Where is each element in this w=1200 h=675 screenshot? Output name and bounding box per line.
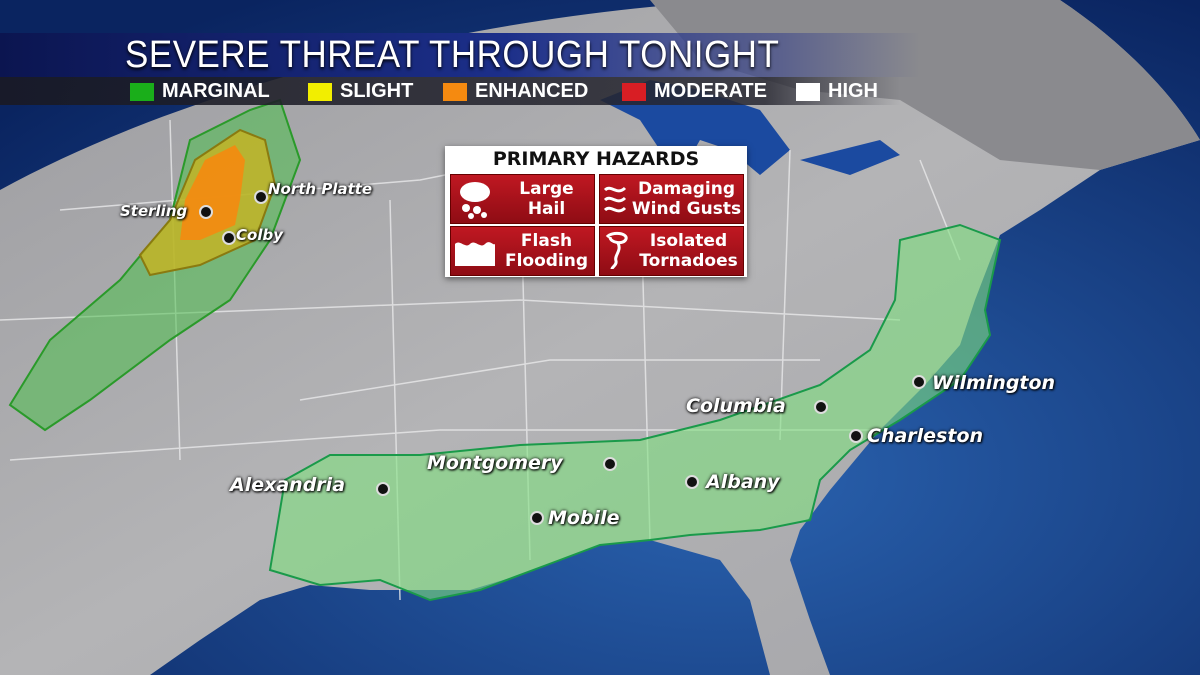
mobile-dot — [530, 511, 544, 525]
city-montgomery: Montgomery — [427, 452, 563, 474]
hazard-line2: Flooding — [504, 251, 589, 271]
hazard-large-hail: Large Hail — [450, 174, 595, 224]
marginal-swatch — [130, 82, 154, 101]
legend-high: HIGH — [796, 80, 878, 103]
hail-icon — [451, 175, 499, 223]
city-colby: Colby — [236, 226, 283, 244]
hazards-title: PRIMARY HAZARDS — [492, 148, 700, 170]
page-title: SEVERE THREAT THROUGH TONIGHT — [125, 33, 780, 76]
alexandria-dot — [376, 482, 390, 496]
hazard-flash-flooding: Flash Flooding — [450, 226, 595, 276]
columbia-dot — [814, 400, 828, 414]
city-alexandria: Alexandria — [230, 474, 346, 496]
enhanced-swatch — [443, 82, 467, 101]
hazard-line2: Tornadoes — [639, 251, 738, 271]
city-mobile: Mobile — [548, 507, 620, 529]
montgomery-dot — [603, 457, 617, 471]
colby-dot — [222, 231, 236, 245]
primary-hazards-box: PRIMARY HAZARDS Large Hail Damaging Wind G… — [445, 146, 747, 277]
city-north-platte: North Platte — [268, 180, 373, 198]
hazard-isolated-tornadoes: Isolated Tornadoes — [599, 226, 744, 276]
sterling-dot — [199, 205, 213, 219]
high-swatch — [796, 82, 820, 101]
hazard-line2: Wind Gusts — [631, 199, 742, 219]
albany-dot — [685, 475, 699, 489]
city-columbia: Columbia — [686, 395, 786, 417]
wilmington-dot — [912, 375, 926, 389]
charleston-dot — [849, 429, 863, 443]
legend-slight: SLIGHT — [308, 80, 413, 103]
marginal-risk-southeast — [268, 223, 1002, 602]
wind-icon — [600, 175, 630, 223]
risk-areas — [8, 98, 1002, 602]
hazard-line1: Damaging — [637, 179, 736, 199]
legend-label: ENHANCED — [475, 80, 589, 102]
city-albany: Albany — [706, 471, 780, 493]
legend-label: SLIGHT — [340, 80, 414, 102]
title-bar — [0, 33, 920, 77]
legend-label: HIGH — [828, 80, 878, 102]
slight-swatch — [308, 82, 332, 101]
legend-moderate: MODERATE — [622, 80, 767, 103]
city-charleston: Charleston — [867, 425, 984, 447]
hazard-line1: Flash — [520, 231, 573, 251]
legend-label: MODERATE — [654, 80, 767, 102]
moderate-swatch — [622, 82, 646, 101]
enhanced-risk — [180, 145, 245, 240]
legend-label: MARGINAL — [162, 80, 270, 102]
hazard-line2: Hail — [527, 199, 566, 219]
hazard-line1: Large — [519, 179, 574, 199]
city-wilmington: Wilmington — [932, 372, 1056, 394]
city-sterling: Sterling — [120, 202, 188, 220]
legend-enhanced: ENHANCED — [443, 80, 588, 103]
hazard-line1: Isolated — [649, 231, 728, 251]
hazard-damaging-wind: Damaging Wind Gusts — [599, 174, 744, 224]
legend-marginal: MARGINAL — [130, 80, 270, 103]
north-platte-dot — [254, 190, 268, 204]
tornado-icon — [600, 227, 634, 275]
flood-icon — [451, 227, 499, 275]
